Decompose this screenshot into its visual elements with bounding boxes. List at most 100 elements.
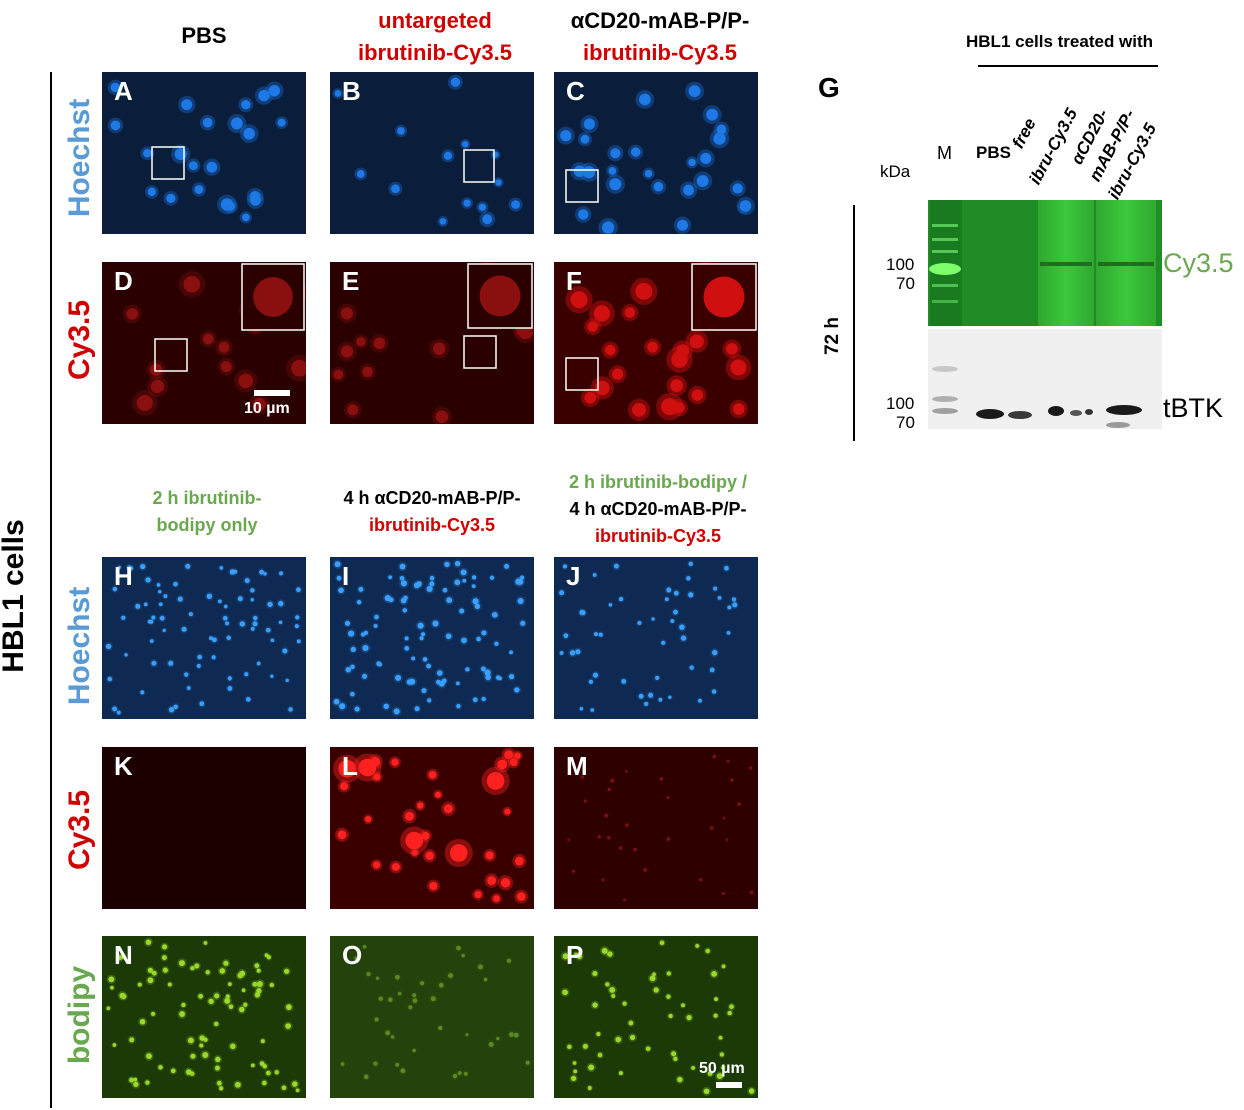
cell [569, 650, 576, 656]
marker-band [932, 366, 958, 372]
cell [184, 672, 189, 677]
cell [432, 342, 446, 356]
cell [190, 966, 195, 971]
panel-letter-o: O [342, 940, 363, 970]
cell [583, 799, 588, 803]
panel-letter-d: D [114, 266, 133, 296]
cell [668, 1013, 673, 1019]
cell [495, 179, 502, 186]
cell [344, 620, 351, 626]
cell [459, 608, 465, 614]
micrograph-background [102, 557, 306, 719]
cell [133, 1081, 139, 1088]
cell [202, 117, 213, 128]
cell [583, 166, 596, 179]
cell [429, 575, 435, 581]
column-title-combo-line1: 2 h ibrutinib-bodipy / [569, 472, 747, 492]
hbl1-cells-label: HBL1 cells [0, 519, 30, 673]
cell [269, 982, 274, 988]
btk-band-free-3 [1085, 409, 1093, 415]
inset-cell [479, 275, 521, 317]
cell [427, 698, 432, 703]
cell [559, 590, 565, 596]
micrograph-image [102, 557, 306, 719]
panel-letter-l: L [342, 751, 358, 781]
cell [136, 394, 153, 412]
cell [215, 1056, 221, 1062]
panel-letter-a: A [114, 76, 133, 106]
cell [412, 993, 417, 998]
cell [338, 759, 356, 778]
cell [471, 584, 476, 589]
cell [170, 1068, 176, 1074]
cell [262, 1080, 267, 1086]
cell [619, 846, 623, 850]
cell [395, 974, 400, 980]
cell [158, 589, 162, 594]
scale-bar-50um [716, 1082, 742, 1088]
cell [718, 1035, 723, 1040]
cell [726, 759, 730, 763]
cell [717, 595, 722, 600]
micrograph-background [102, 747, 306, 909]
cell [463, 1071, 468, 1076]
cell [254, 963, 260, 969]
cell [462, 578, 467, 583]
column-title-bodipy-only-line2: bodipy only [156, 515, 258, 535]
cell [188, 161, 198, 170]
cell [411, 849, 418, 856]
cell [385, 1030, 391, 1036]
cell [726, 343, 738, 355]
cell [129, 566, 134, 571]
cell [490, 575, 495, 580]
cell [444, 561, 450, 568]
cell [435, 410, 449, 424]
cell [145, 1080, 150, 1085]
cell [438, 1025, 443, 1030]
cell [190, 1071, 195, 1076]
cell [673, 1056, 678, 1061]
cell [688, 158, 696, 167]
cell [333, 369, 344, 380]
cell [354, 956, 358, 961]
cell [721, 1065, 725, 1070]
marker-band [932, 238, 958, 241]
cell [281, 1085, 287, 1091]
cell [106, 1006, 111, 1011]
cell [666, 971, 671, 976]
cell [598, 632, 603, 637]
cell [294, 624, 299, 629]
cell [673, 609, 678, 615]
cell [579, 706, 584, 711]
cell [228, 982, 232, 987]
cell [391, 862, 400, 871]
cell [711, 971, 717, 977]
cell [633, 847, 637, 852]
cell [254, 992, 261, 998]
cell [219, 968, 226, 974]
cell [460, 569, 467, 576]
marker-band [932, 396, 958, 402]
cell [688, 561, 693, 567]
cell [110, 82, 121, 93]
cell [225, 994, 230, 999]
western-blot-header: HBL1 cells treated with [966, 32, 1154, 51]
cell [350, 646, 356, 652]
cell [584, 392, 596, 404]
cell [149, 639, 154, 643]
cell [582, 1043, 588, 1049]
cell [732, 403, 745, 415]
cell [117, 565, 121, 570]
cell [659, 777, 664, 781]
panel-b: B [330, 72, 534, 234]
cell [699, 878, 703, 882]
cell [610, 778, 615, 783]
cell [730, 359, 747, 376]
cell [286, 1004, 292, 1010]
cell [504, 808, 511, 815]
cell [711, 689, 717, 694]
cell [404, 636, 409, 641]
cell [296, 587, 301, 593]
cell [484, 669, 491, 676]
cell [250, 598, 254, 602]
